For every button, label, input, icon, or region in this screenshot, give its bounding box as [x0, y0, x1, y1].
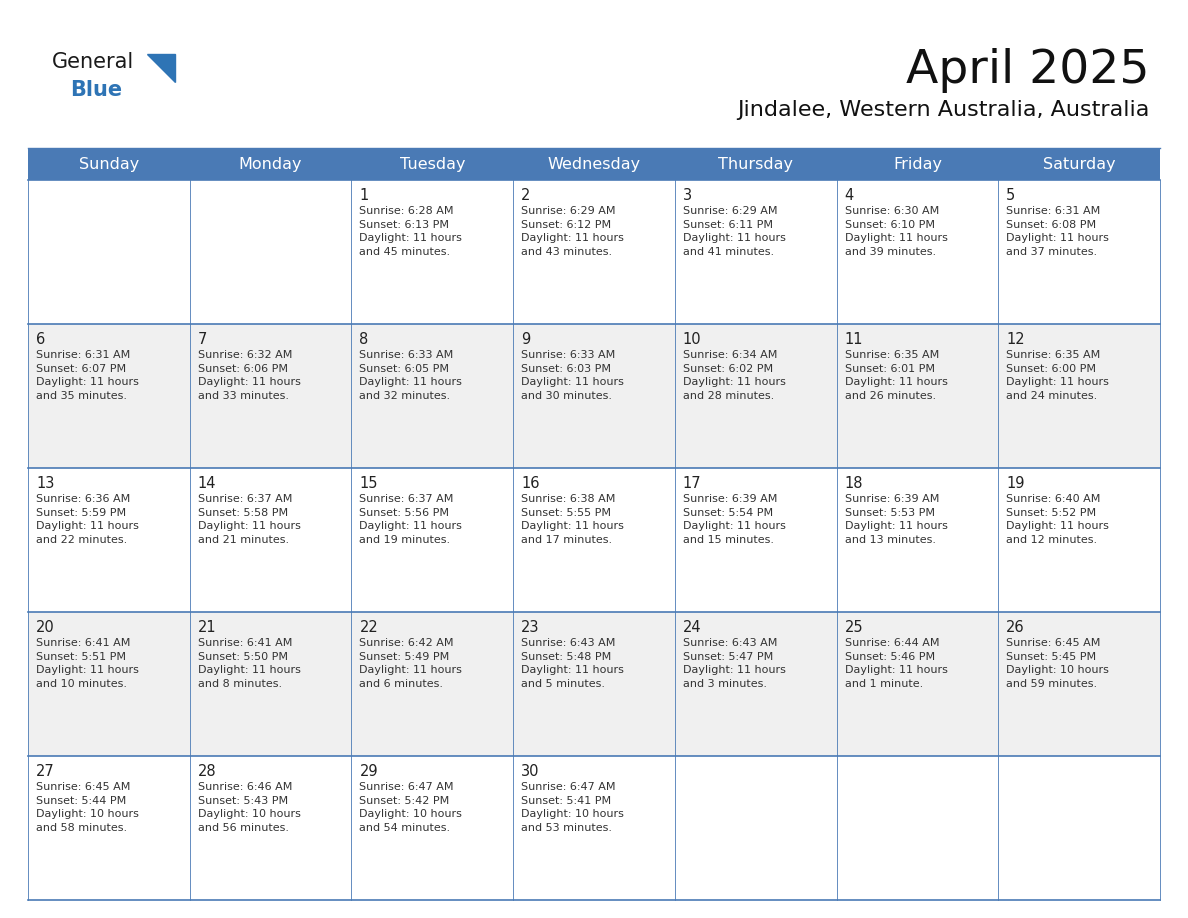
- Bar: [352, 148, 513, 180]
- Text: 16: 16: [522, 476, 539, 491]
- Text: 22: 22: [360, 620, 378, 635]
- Text: Jindalee, Western Australia, Australia: Jindalee, Western Australia, Australia: [738, 100, 1150, 120]
- Text: 9: 9: [522, 332, 530, 347]
- Bar: [29, 148, 190, 180]
- Text: Wednesday: Wednesday: [548, 156, 640, 172]
- Bar: [998, 148, 1159, 180]
- Text: Sunrise: 6:37 AM
Sunset: 5:56 PM
Daylight: 11 hours
and 19 minutes.: Sunrise: 6:37 AM Sunset: 5:56 PM Dayligh…: [360, 494, 462, 544]
- Text: 8: 8: [360, 332, 368, 347]
- Text: 24: 24: [683, 620, 701, 635]
- Text: 28: 28: [197, 764, 216, 779]
- Text: 14: 14: [197, 476, 216, 491]
- Text: Sunrise: 6:45 AM
Sunset: 5:44 PM
Daylight: 10 hours
and 58 minutes.: Sunrise: 6:45 AM Sunset: 5:44 PM Dayligh…: [36, 782, 139, 833]
- Text: Sunrise: 6:30 AM
Sunset: 6:10 PM
Daylight: 11 hours
and 39 minutes.: Sunrise: 6:30 AM Sunset: 6:10 PM Dayligh…: [845, 206, 948, 257]
- Text: Saturday: Saturday: [1043, 156, 1116, 172]
- Text: Sunday: Sunday: [78, 156, 139, 172]
- Text: Sunrise: 6:31 AM
Sunset: 6:08 PM
Daylight: 11 hours
and 37 minutes.: Sunrise: 6:31 AM Sunset: 6:08 PM Dayligh…: [1006, 206, 1110, 257]
- Bar: [29, 468, 1159, 612]
- Text: Sunrise: 6:37 AM
Sunset: 5:58 PM
Daylight: 11 hours
and 21 minutes.: Sunrise: 6:37 AM Sunset: 5:58 PM Dayligh…: [197, 494, 301, 544]
- Text: 1: 1: [360, 188, 368, 203]
- Text: Sunrise: 6:31 AM
Sunset: 6:07 PM
Daylight: 11 hours
and 35 minutes.: Sunrise: 6:31 AM Sunset: 6:07 PM Dayligh…: [36, 350, 139, 401]
- Text: Sunrise: 6:46 AM
Sunset: 5:43 PM
Daylight: 10 hours
and 56 minutes.: Sunrise: 6:46 AM Sunset: 5:43 PM Dayligh…: [197, 782, 301, 833]
- Bar: [513, 148, 675, 180]
- Text: Sunrise: 6:33 AM
Sunset: 6:05 PM
Daylight: 11 hours
and 32 minutes.: Sunrise: 6:33 AM Sunset: 6:05 PM Dayligh…: [360, 350, 462, 401]
- Text: 19: 19: [1006, 476, 1025, 491]
- Bar: [190, 148, 352, 180]
- Text: Sunrise: 6:43 AM
Sunset: 5:47 PM
Daylight: 11 hours
and 3 minutes.: Sunrise: 6:43 AM Sunset: 5:47 PM Dayligh…: [683, 638, 785, 688]
- Text: Sunrise: 6:29 AM
Sunset: 6:11 PM
Daylight: 11 hours
and 41 minutes.: Sunrise: 6:29 AM Sunset: 6:11 PM Dayligh…: [683, 206, 785, 257]
- Text: 5: 5: [1006, 188, 1016, 203]
- Text: 18: 18: [845, 476, 862, 491]
- Text: Sunrise: 6:39 AM
Sunset: 5:53 PM
Daylight: 11 hours
and 13 minutes.: Sunrise: 6:39 AM Sunset: 5:53 PM Dayligh…: [845, 494, 948, 544]
- Text: Sunrise: 6:42 AM
Sunset: 5:49 PM
Daylight: 11 hours
and 6 minutes.: Sunrise: 6:42 AM Sunset: 5:49 PM Dayligh…: [360, 638, 462, 688]
- Text: Sunrise: 6:35 AM
Sunset: 6:00 PM
Daylight: 11 hours
and 24 minutes.: Sunrise: 6:35 AM Sunset: 6:00 PM Dayligh…: [1006, 350, 1110, 401]
- Text: 2: 2: [522, 188, 531, 203]
- Text: 12: 12: [1006, 332, 1025, 347]
- Text: 15: 15: [360, 476, 378, 491]
- Text: 29: 29: [360, 764, 378, 779]
- Text: April 2025: April 2025: [906, 48, 1150, 93]
- Text: Sunrise: 6:47 AM
Sunset: 5:42 PM
Daylight: 10 hours
and 54 minutes.: Sunrise: 6:47 AM Sunset: 5:42 PM Dayligh…: [360, 782, 462, 833]
- Text: 6: 6: [36, 332, 45, 347]
- Bar: [29, 612, 1159, 756]
- Text: 20: 20: [36, 620, 55, 635]
- Text: Sunrise: 6:36 AM
Sunset: 5:59 PM
Daylight: 11 hours
and 22 minutes.: Sunrise: 6:36 AM Sunset: 5:59 PM Dayligh…: [36, 494, 139, 544]
- Text: Sunrise: 6:40 AM
Sunset: 5:52 PM
Daylight: 11 hours
and 12 minutes.: Sunrise: 6:40 AM Sunset: 5:52 PM Dayligh…: [1006, 494, 1110, 544]
- Text: Sunrise: 6:47 AM
Sunset: 5:41 PM
Daylight: 10 hours
and 53 minutes.: Sunrise: 6:47 AM Sunset: 5:41 PM Dayligh…: [522, 782, 624, 833]
- Text: General: General: [52, 52, 134, 72]
- Text: Thursday: Thursday: [719, 156, 794, 172]
- Text: 30: 30: [522, 764, 539, 779]
- Text: 23: 23: [522, 620, 539, 635]
- Text: Sunrise: 6:43 AM
Sunset: 5:48 PM
Daylight: 11 hours
and 5 minutes.: Sunrise: 6:43 AM Sunset: 5:48 PM Dayligh…: [522, 638, 624, 688]
- Bar: [29, 180, 1159, 324]
- Text: Blue: Blue: [70, 80, 122, 100]
- Text: Sunrise: 6:41 AM
Sunset: 5:50 PM
Daylight: 11 hours
and 8 minutes.: Sunrise: 6:41 AM Sunset: 5:50 PM Dayligh…: [197, 638, 301, 688]
- Text: Tuesday: Tuesday: [399, 156, 465, 172]
- Text: Monday: Monday: [239, 156, 302, 172]
- Bar: [29, 756, 1159, 900]
- Text: 3: 3: [683, 188, 691, 203]
- Text: Sunrise: 6:29 AM
Sunset: 6:12 PM
Daylight: 11 hours
and 43 minutes.: Sunrise: 6:29 AM Sunset: 6:12 PM Dayligh…: [522, 206, 624, 257]
- Bar: [29, 324, 1159, 468]
- Text: 13: 13: [36, 476, 55, 491]
- Text: Sunrise: 6:45 AM
Sunset: 5:45 PM
Daylight: 10 hours
and 59 minutes.: Sunrise: 6:45 AM Sunset: 5:45 PM Dayligh…: [1006, 638, 1110, 688]
- Polygon shape: [147, 54, 175, 82]
- Text: Sunrise: 6:33 AM
Sunset: 6:03 PM
Daylight: 11 hours
and 30 minutes.: Sunrise: 6:33 AM Sunset: 6:03 PM Dayligh…: [522, 350, 624, 401]
- Text: Friday: Friday: [893, 156, 942, 172]
- Text: Sunrise: 6:28 AM
Sunset: 6:13 PM
Daylight: 11 hours
and 45 minutes.: Sunrise: 6:28 AM Sunset: 6:13 PM Dayligh…: [360, 206, 462, 257]
- Text: 17: 17: [683, 476, 701, 491]
- Text: Sunrise: 6:44 AM
Sunset: 5:46 PM
Daylight: 11 hours
and 1 minute.: Sunrise: 6:44 AM Sunset: 5:46 PM Dayligh…: [845, 638, 948, 688]
- Text: 10: 10: [683, 332, 701, 347]
- Text: 21: 21: [197, 620, 216, 635]
- Text: Sunrise: 6:39 AM
Sunset: 5:54 PM
Daylight: 11 hours
and 15 minutes.: Sunrise: 6:39 AM Sunset: 5:54 PM Dayligh…: [683, 494, 785, 544]
- Text: Sunrise: 6:32 AM
Sunset: 6:06 PM
Daylight: 11 hours
and 33 minutes.: Sunrise: 6:32 AM Sunset: 6:06 PM Dayligh…: [197, 350, 301, 401]
- Text: 26: 26: [1006, 620, 1025, 635]
- Bar: [675, 148, 836, 180]
- Text: 11: 11: [845, 332, 862, 347]
- Text: Sunrise: 6:35 AM
Sunset: 6:01 PM
Daylight: 11 hours
and 26 minutes.: Sunrise: 6:35 AM Sunset: 6:01 PM Dayligh…: [845, 350, 948, 401]
- Text: 4: 4: [845, 188, 854, 203]
- Text: Sunrise: 6:34 AM
Sunset: 6:02 PM
Daylight: 11 hours
and 28 minutes.: Sunrise: 6:34 AM Sunset: 6:02 PM Dayligh…: [683, 350, 785, 401]
- Bar: [836, 148, 998, 180]
- Text: Sunrise: 6:41 AM
Sunset: 5:51 PM
Daylight: 11 hours
and 10 minutes.: Sunrise: 6:41 AM Sunset: 5:51 PM Dayligh…: [36, 638, 139, 688]
- Text: 25: 25: [845, 620, 864, 635]
- Text: Sunrise: 6:38 AM
Sunset: 5:55 PM
Daylight: 11 hours
and 17 minutes.: Sunrise: 6:38 AM Sunset: 5:55 PM Dayligh…: [522, 494, 624, 544]
- Text: 27: 27: [36, 764, 55, 779]
- Text: 7: 7: [197, 332, 207, 347]
